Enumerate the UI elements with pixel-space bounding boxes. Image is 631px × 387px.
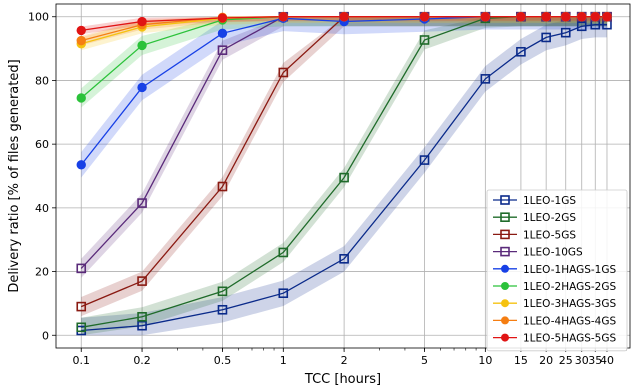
band-7 (81, 16, 607, 46)
series-markers (76, 11, 612, 336)
data-point (137, 198, 147, 208)
band-1 (81, 16, 607, 336)
x-tick-label: 30 (575, 354, 589, 367)
data-point (76, 25, 86, 36)
legend-marker (501, 316, 509, 325)
legend-marker (500, 246, 510, 257)
confidence-bands (81, 16, 607, 336)
y-tick-label: 40 (35, 202, 49, 215)
legend-label: 1LEO-1GS (523, 195, 576, 207)
data-point (339, 12, 349, 22)
band-0 (81, 16, 607, 336)
data-point (561, 12, 571, 22)
data-point (137, 276, 147, 286)
x-tick-label: 15 (514, 354, 528, 367)
legend-marker (501, 299, 509, 308)
x-tick-label: 0.2 (133, 354, 151, 367)
data-point (217, 45, 228, 55)
data-point (278, 12, 288, 22)
legend: 1LEO-1GS 1LEO-2GS 1LEO-5GS 1LEO-10GS 1LEO-1H… (486, 189, 628, 352)
series-line-0 (81, 24, 607, 332)
data-point (590, 12, 600, 22)
legend-marker (501, 333, 509, 342)
data-point (217, 286, 228, 297)
y-tick-label: 80 (35, 74, 49, 87)
data-point (217, 28, 228, 39)
band-2 (81, 16, 607, 317)
data-point (278, 247, 289, 258)
data-point (339, 254, 349, 264)
data-point (516, 46, 526, 57)
legend-marker (500, 195, 510, 205)
y-tick-label: 60 (35, 138, 49, 151)
legend-marker (501, 282, 509, 290)
x-tick-label: 25 (559, 354, 573, 367)
data-point (137, 320, 147, 331)
plot-frame (55, 3, 631, 349)
data-point (76, 35, 86, 46)
x-tick-label: 0.5 (214, 354, 232, 367)
x-axis-title: TCC [hours] (304, 372, 381, 387)
legend-label: 1LEO-2HAGS-2GS (523, 281, 616, 293)
y-axis-title: Delivery ratio [% of files generated] (7, 59, 22, 292)
data-point (217, 181, 228, 192)
data-point (76, 301, 87, 312)
data-point (541, 32, 551, 43)
data-point (137, 16, 147, 27)
legend-label: 1LEO-5GS (523, 229, 576, 241)
data-point (480, 12, 491, 22)
y-tick-label: 20 (35, 266, 49, 279)
data-point (577, 12, 587, 22)
data-point (419, 12, 430, 22)
legend-box (486, 189, 628, 352)
y-tick-label: 100 (28, 11, 49, 24)
data-point (76, 160, 86, 170)
x-tick-label: 40 (600, 354, 614, 367)
band-5 (81, 16, 607, 108)
legend-label: 1LEO-5HAGS-5GS (523, 333, 616, 345)
data-point (137, 82, 147, 93)
data-point (419, 155, 430, 165)
data-point (278, 288, 289, 299)
data-point (560, 27, 571, 38)
data-point (76, 93, 86, 103)
x-tick-label: 0.1 (72, 354, 90, 367)
data-point (217, 304, 228, 315)
legend-label: 1LEO-4HAGS-4GS (523, 315, 616, 327)
legend-marker (500, 229, 510, 240)
x-tick-label: 10 (478, 354, 492, 367)
data-point (576, 21, 587, 32)
x-tick-label: 5 (421, 354, 428, 367)
data-point (516, 12, 526, 22)
x-tick-label: 2 (341, 354, 348, 367)
legend-label: 1LEO-3HAGS-3GS (523, 298, 616, 310)
band-6 (81, 16, 607, 51)
data-point (419, 35, 430, 45)
data-point (76, 263, 87, 274)
data-point (602, 12, 612, 22)
data-point (217, 13, 228, 23)
data-point (480, 74, 491, 84)
data-point (278, 67, 289, 78)
legend-label: 1LEO-2GS (523, 212, 576, 224)
legend-marker (501, 264, 509, 273)
legend-label: 1LEO-1HAGS-1GS (523, 264, 616, 276)
data-point (137, 40, 147, 51)
x-tick-label: 1 (280, 354, 287, 367)
legend-label: 1LEO-10GS (523, 247, 583, 259)
data-point (541, 12, 551, 22)
data-point (137, 311, 147, 322)
x-tick-label: 20 (539, 354, 553, 367)
data-point (76, 322, 87, 333)
band-8 (81, 16, 607, 35)
data-point (339, 172, 349, 183)
y-tick-label: 0 (42, 329, 49, 342)
legend-marker (500, 212, 510, 222)
x-tick-label: 35 (588, 354, 602, 367)
